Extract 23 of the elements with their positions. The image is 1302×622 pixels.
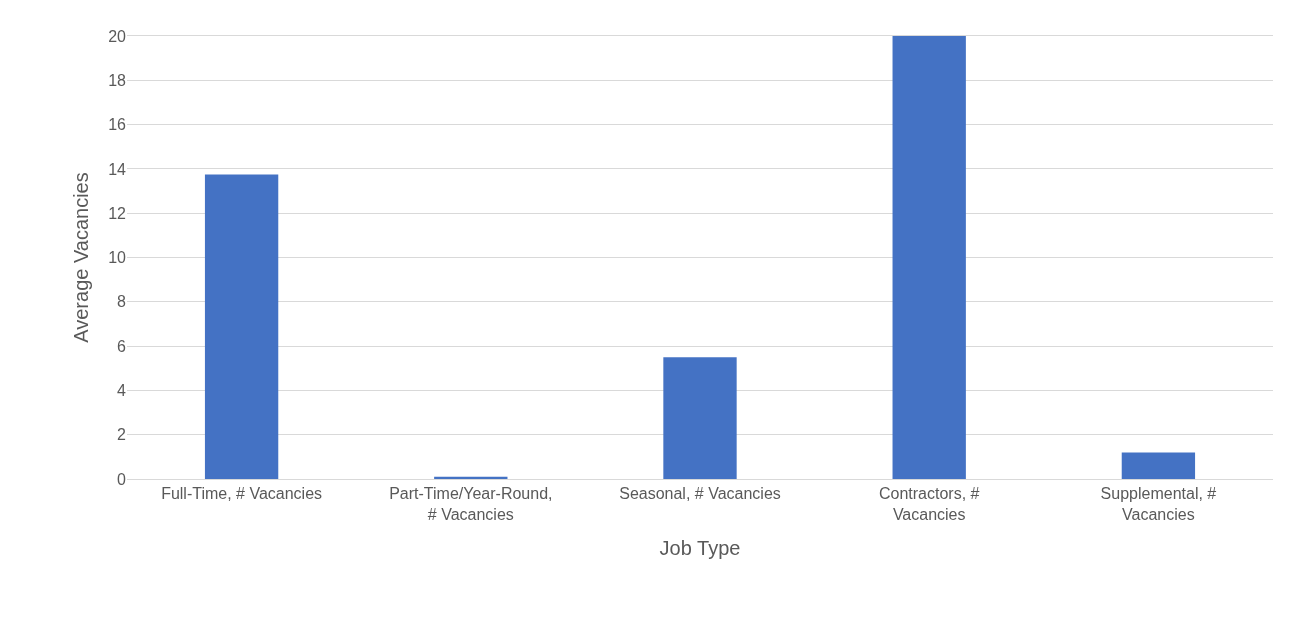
x-tick-label: Seasonal, # Vacancies	[619, 485, 781, 503]
x-tick-label: Full-Time, # Vacancies	[161, 485, 323, 503]
y-tick-label: 18	[108, 71, 127, 89]
x-tick-label: Supplemental, # Vacancies	[1100, 485, 1217, 524]
bar	[434, 476, 508, 479]
y-tick-label: 20	[108, 27, 127, 45]
x-axis-title: Job Type	[659, 536, 741, 559]
y-tick-label: 2	[117, 426, 127, 444]
bar	[892, 36, 966, 479]
x-tick-label: Part-Time/Year-Round, # Vacancies	[389, 485, 553, 524]
bar	[204, 174, 279, 479]
y-tick-label: 4	[117, 382, 127, 399]
y-tick-label: 6	[117, 337, 127, 355]
x-tick-label: Contractors, # Vacancies	[878, 485, 980, 524]
y-tick-label: 16	[108, 116, 127, 134]
bar	[663, 357, 737, 479]
y-tick-label: 14	[108, 160, 127, 178]
bar	[1121, 452, 1196, 479]
y-tick-label: 8	[117, 293, 127, 311]
y-tick-label: 0	[117, 470, 127, 488]
y-tick-label: 10	[108, 249, 127, 267]
y-tick-label: 12	[108, 204, 127, 222]
y-axis-title: Average Vacancies	[69, 172, 92, 343]
